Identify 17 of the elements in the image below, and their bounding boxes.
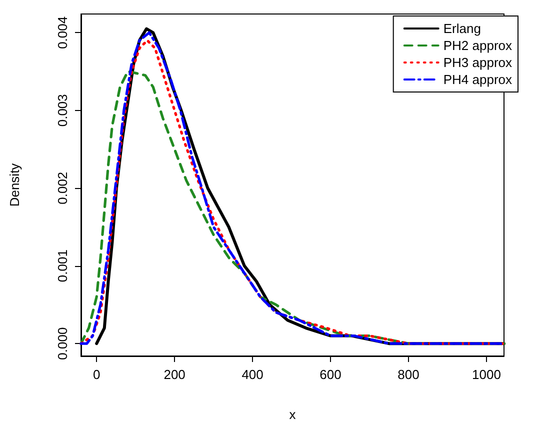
x-axis-title: x xyxy=(289,407,296,422)
x-tick-label: 800 xyxy=(398,367,420,382)
x-tick-label: 1000 xyxy=(472,367,501,382)
y-tick-label: 0.002 xyxy=(55,172,70,204)
legend-label: PH4 approx xyxy=(443,72,512,87)
legend-label: Erlang xyxy=(443,21,481,36)
y-tick-label: 0.000 xyxy=(55,327,70,360)
x-tick-label: 200 xyxy=(164,367,186,382)
x-tick-label: 400 xyxy=(242,367,264,382)
legend-label: PH3 approx xyxy=(443,55,512,70)
y-axis-title: Density xyxy=(7,162,22,207)
y-tick-label: 0.004 xyxy=(55,16,70,49)
y-tick-label: 0.003 xyxy=(55,94,70,127)
x-tick-label: 0 xyxy=(92,367,100,382)
legend-label: PH2 approx xyxy=(443,38,512,53)
y-tick-label: 0.001 xyxy=(55,250,70,282)
x-tick-label: 600 xyxy=(320,367,342,382)
